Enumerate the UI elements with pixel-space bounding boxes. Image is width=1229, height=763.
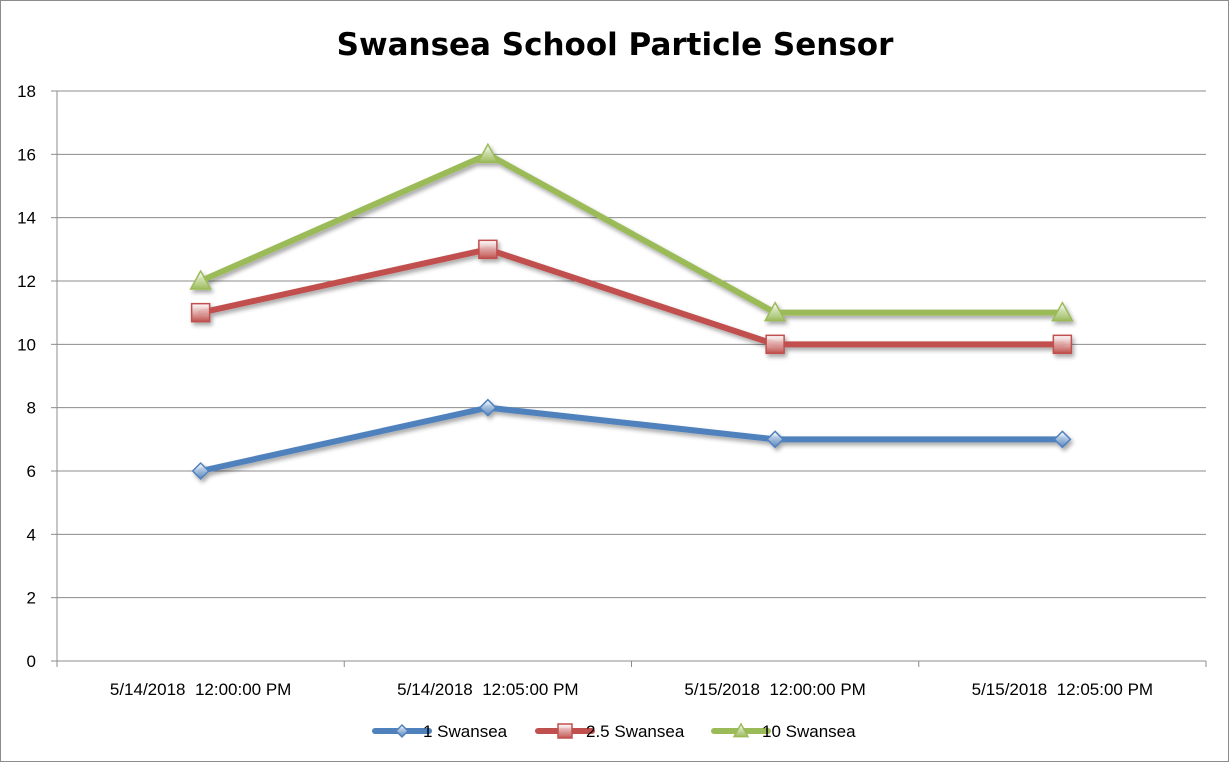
y-tick-label: 0 bbox=[27, 652, 36, 671]
x-tick-label: 5/14/2018 12:00:00 PM bbox=[110, 680, 291, 699]
legend-item: 1 Swansea bbox=[372, 722, 508, 741]
data-point bbox=[191, 461, 210, 481]
series-3 bbox=[189, 142, 1074, 322]
data-point bbox=[1053, 430, 1072, 449]
data-point bbox=[766, 430, 785, 449]
gridlines bbox=[57, 90, 1206, 599]
y-tick-label: 18 bbox=[17, 82, 36, 101]
legend-item: 2.5 Swansea bbox=[535, 722, 685, 741]
legend-item: 10 Swansea bbox=[711, 722, 856, 741]
data-point bbox=[765, 334, 785, 355]
y-tick-label: 14 bbox=[17, 209, 36, 228]
series-line bbox=[197, 151, 1066, 316]
y-tick-label: 12 bbox=[17, 272, 36, 291]
y-tick-label: 6 bbox=[27, 462, 36, 481]
legend-marker bbox=[394, 723, 410, 739]
chart-title: Swansea School Particle Sensor bbox=[337, 27, 894, 63]
y-tick-label: 8 bbox=[27, 399, 36, 418]
legend-label: 1 Swansea bbox=[423, 722, 508, 741]
series-1 bbox=[191, 398, 1072, 481]
data-point bbox=[189, 269, 212, 290]
series-group bbox=[189, 142, 1074, 481]
data-point bbox=[478, 239, 498, 260]
x-tick-label: 5/14/2018 12:05:00 PM bbox=[397, 680, 578, 699]
y-tick-label: 16 bbox=[17, 145, 36, 164]
data-point bbox=[1051, 301, 1074, 322]
series-line bbox=[197, 404, 1066, 474]
data-point bbox=[1052, 334, 1073, 355]
legend-label: 10 Swansea bbox=[762, 722, 856, 741]
legend: 1 Swansea 2.5 Swansea 10 Swansea bbox=[372, 722, 856, 741]
series-2 bbox=[190, 239, 1073, 355]
x-tick-label: 5/15/2018 12:00:00 PM bbox=[684, 680, 865, 699]
x-tick-label: 5/15/2018 12:05:00 PM bbox=[972, 680, 1153, 699]
series-line bbox=[197, 246, 1066, 348]
axes: 0 2 4 6 8 10 12 14 16 18 5/14/2018 12:00:00 PM 5/14… bbox=[17, 82, 1207, 699]
y-tick-label: 4 bbox=[27, 525, 36, 544]
legend-marker bbox=[557, 723, 573, 739]
y-tick-label: 2 bbox=[27, 589, 36, 608]
data-point bbox=[478, 398, 497, 417]
y-tick-label: 10 bbox=[17, 335, 36, 354]
data-point bbox=[476, 142, 500, 164]
data-point bbox=[763, 301, 787, 322]
data-point bbox=[190, 302, 211, 323]
legend-label: 2.5 Swansea bbox=[586, 722, 685, 741]
legend-marker bbox=[732, 722, 750, 738]
